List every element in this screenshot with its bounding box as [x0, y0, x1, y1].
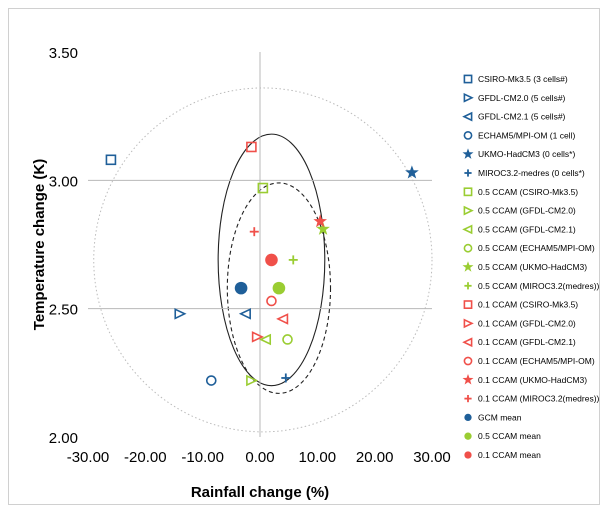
legend-label: GCM mean [478, 412, 522, 422]
data-point [105, 154, 117, 166]
legend-label: UKMO-HadCM3 (0 cells*) [478, 149, 575, 159]
x-tick-label: 30.00 [413, 449, 451, 466]
legend-marker [462, 261, 474, 272]
legend-label: 0.5 CCAM (CSIRO-Mk3.5) [478, 187, 578, 197]
data-point [288, 255, 298, 265]
legend-marker [463, 187, 473, 197]
legend-label: 0.1 CCAM (ECHAM5/MPI-OM) [478, 356, 595, 366]
y-axis-title: Temperature change (K) [31, 159, 48, 330]
legend-marker [462, 224, 473, 235]
x-tick-label: -10.00 [181, 449, 224, 466]
x-tick-label: -30.00 [67, 449, 110, 466]
legend-label: 0.1 CCAM mean [478, 450, 541, 460]
legend-label: 0.1 CCAM (CSIRO-Mk3.5) [478, 300, 578, 310]
legend-label: 0.5 CCAM (GFDL-CM2.0) [478, 206, 576, 216]
legend-marker [462, 148, 474, 159]
y-tick-label: 2.50 [49, 302, 78, 319]
legend-marker [463, 300, 473, 309]
legend-label: 0.5 CCAM (UKMO-HadCM3) [478, 262, 587, 272]
ellipse-solid-black [217, 133, 326, 387]
data-point [257, 182, 269, 194]
x-tick-label: 10.00 [299, 449, 337, 466]
data-point [313, 214, 327, 228]
data-point [238, 308, 251, 320]
legend-marker [463, 356, 473, 366]
legend-label: 0.5 CCAM (MIROC3.2(medres)) [478, 281, 600, 291]
legend-label: CSIRO-Mk3.5 (3 cells#) [478, 74, 568, 84]
legend-label: GFDL-CM2.1 (5 cells#) [478, 112, 566, 122]
data-point [276, 313, 289, 325]
y-tick-label: 3.50 [49, 45, 78, 62]
chart-frame [8, 8, 600, 505]
data-point [251, 331, 264, 343]
legend-label: 0.5 CCAM mean [478, 431, 541, 441]
data-point [282, 334, 293, 345]
ellipse-dashed-black [226, 182, 332, 394]
legend-label: ECHAM5/MPI-OM (1 cell) [478, 130, 575, 140]
legend-marker [463, 74, 473, 84]
x-axis-title: Rainfall change (%) [191, 484, 329, 501]
data-point [405, 165, 419, 179]
legend-marker [463, 92, 474, 103]
data-point [246, 141, 257, 153]
legend-marker [462, 374, 474, 385]
data-point [174, 308, 187, 320]
legend-label: 0.1 CCAM (MIROC3.2(medres)) [478, 394, 600, 404]
legend-marker [464, 432, 472, 440]
data-point [234, 281, 248, 295]
legend-marker [462, 337, 473, 348]
data-point [281, 373, 291, 383]
legend-marker [462, 111, 473, 122]
data-point [265, 253, 278, 267]
x-tick-label: -20.00 [124, 449, 167, 466]
data-point [246, 374, 259, 387]
x-tick-label: 0.00 [245, 449, 274, 466]
x-tick-label: 20.00 [356, 449, 394, 466]
data-point [266, 295, 277, 307]
data-point [258, 333, 272, 346]
data-point [205, 375, 217, 386]
data-points [105, 141, 419, 387]
legend-marker [463, 318, 474, 329]
legend-label: 0.5 CCAM (ECHAM5/MPI-OM) [478, 243, 595, 253]
legend-marker [463, 130, 473, 140]
legend-label: GFDL-CM2.0 (5 cells#) [478, 93, 566, 103]
legend-marker [464, 451, 472, 459]
gridlines [88, 52, 432, 437]
legend-label: 0.1 CCAM (UKMO-HadCM3) [478, 375, 587, 385]
legend-label: 0.1 CCAM (GFDL-CM2.0) [478, 318, 576, 328]
legend-marker [464, 413, 472, 422]
data-point [316, 221, 330, 235]
legend-marker [464, 395, 472, 403]
y-tick-label: 3.00 [49, 173, 78, 190]
legend-marker [463, 205, 474, 216]
data-point [249, 227, 259, 237]
ellipse-dotted-gray [93, 87, 433, 433]
legend-label: 0.1 CCAM (GFDL-CM2.1) [478, 337, 576, 347]
legend-marker [463, 243, 473, 253]
tick-labels: -30.00 -20.00 -10.00 0.00 10.00 20.00 30.00 2.0… [49, 45, 451, 466]
legend: CSIRO-Mk3.5 (3 cells#) GFDL-CM2.0 (5 cell… [462, 74, 600, 460]
data-point [272, 281, 286, 295]
legend-marker [464, 282, 472, 290]
legend-marker [464, 169, 472, 177]
ellipse-layer [93, 87, 433, 433]
legend-label: MIROC3.2-medres (0 cells*) [478, 168, 585, 178]
legend-label: 0.5 CCAM (GFDL-CM2.1) [478, 224, 576, 234]
y-tick-label: 2.00 [49, 430, 78, 447]
